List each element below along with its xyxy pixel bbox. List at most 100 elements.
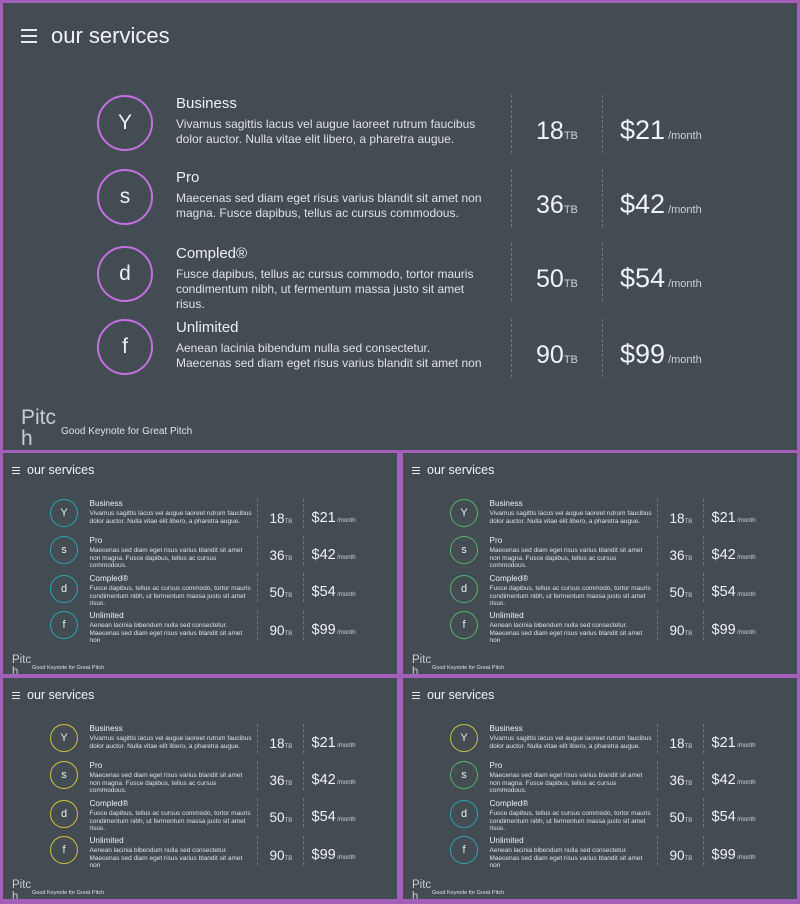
brand-line-1: Pitc: [21, 406, 57, 429]
service-icon-circle: d: [50, 799, 78, 828]
service-icon-circle: f: [97, 319, 153, 375]
service-description: Fusce dapibus, tellus ac cursus commodo,…: [89, 810, 251, 832]
storage-value: 18: [669, 511, 685, 526]
brand-line-2: h: [412, 665, 419, 674]
storage-amount: 18TB: [536, 117, 578, 146]
column-divider: [602, 169, 603, 227]
storage-unit: TB: [284, 593, 293, 599]
page-title: our services: [27, 463, 95, 477]
service-name: Pro: [489, 761, 503, 770]
storage-unit: TB: [284, 856, 293, 862]
storage-value: 18: [269, 736, 285, 751]
service-name: Unlimited: [89, 611, 124, 620]
service-row-unlimited: f Unlimited Aenean lacinia bibendum nulla …: [3, 319, 797, 381]
menu-icon[interactable]: [12, 691, 20, 699]
storage-amount: 90TB: [270, 847, 293, 865]
price-unit: /month: [737, 780, 756, 786]
price-unit: /month: [668, 204, 702, 216]
price-value: $54: [711, 584, 736, 600]
price-value: $42: [711, 547, 736, 563]
plan-price: $42/month: [312, 546, 356, 564]
price-unit: /month: [337, 592, 356, 598]
storage-amount: 18TB: [670, 735, 693, 753]
storage-value: 18: [536, 117, 564, 145]
plan-price: $54/month: [712, 808, 756, 826]
storage-unit: TB: [684, 818, 693, 824]
storage-amount: 18TB: [270, 510, 293, 528]
price-unit: /month: [337, 518, 356, 524]
service-description: Aenean lacinia bibendum nulla sed consec…: [489, 622, 643, 644]
storage-value: 36: [269, 548, 285, 563]
slide-header: our services: [12, 463, 94, 477]
storage-unit: TB: [684, 556, 693, 562]
storage-amount: 36TB: [270, 547, 293, 565]
price-unit: /month: [737, 855, 756, 861]
price-unit: /month: [337, 780, 356, 786]
plan-price: $99/month: [712, 846, 756, 864]
storage-value: 36: [669, 548, 685, 563]
menu-icon[interactable]: [412, 466, 420, 474]
menu-icon[interactable]: [12, 466, 20, 474]
storage-amount: 36TB: [670, 772, 693, 790]
service-name: Compled®: [489, 799, 529, 808]
price-value: $54: [620, 263, 666, 293]
storage-value: 90: [669, 623, 685, 638]
storage-amount: 50TB: [270, 809, 293, 827]
plan-price: $99/month: [712, 621, 756, 639]
storage-unit: TB: [684, 519, 693, 525]
tagline: Good Keynote for Great Pitch: [61, 426, 193, 437]
service-description: Maecenas sed diam eget risus varius blan…: [176, 191, 482, 220]
service-name: Compled®: [89, 574, 129, 583]
menu-icon[interactable]: [412, 691, 420, 699]
column-divider: [702, 798, 704, 827]
column-divider: [602, 243, 603, 301]
service-icon-circle: f: [450, 611, 478, 639]
column-divider: [702, 836, 704, 865]
slide-header: our services: [21, 23, 170, 49]
page-title: our services: [51, 23, 170, 48]
plan-price: $21/month: [312, 734, 356, 752]
service-row-unlimited: f Unlimited Aenean lacinia bibendum nulla …: [403, 836, 797, 869]
storage-unit: TB: [284, 519, 293, 525]
menu-icon[interactable]: [21, 29, 37, 43]
price-value: $21: [311, 735, 336, 751]
storage-amount: 50TB: [670, 809, 693, 827]
price-unit: /month: [737, 592, 756, 598]
plan-price: $99/month: [312, 846, 356, 864]
tagline: Good Keynote for Great Pitch: [432, 889, 505, 896]
brand-line-2: h: [412, 890, 419, 899]
price-value: $99: [620, 339, 666, 369]
service-description: Fusce dapibus, tellus ac cursus commodo,…: [489, 585, 651, 607]
price-unit: /month: [337, 817, 356, 823]
column-divider: [657, 536, 658, 565]
service-icon-circle: Y: [450, 499, 478, 527]
storage-unit: TB: [284, 818, 293, 824]
storage-unit: TB: [284, 556, 293, 562]
price-unit: /month: [737, 630, 756, 636]
brand-line-2: h: [12, 665, 19, 674]
column-divider: [657, 724, 658, 753]
service-row-unlimited: f Unlimited Aenean lacinia bibendum nulla …: [3, 611, 397, 644]
storage-unit: TB: [563, 278, 578, 290]
service-row-compled: d Compled® Fusce dapibus, tellus ac cursus…: [403, 573, 797, 607]
storage-unit: TB: [284, 781, 293, 787]
plan-price: $54/month: [312, 583, 356, 601]
brand-line-2: h: [12, 890, 19, 899]
column-divider: [657, 611, 658, 640]
storage-amount: 50TB: [270, 584, 293, 602]
storage-value: 18: [269, 511, 285, 526]
slide-header: our services: [12, 688, 94, 702]
plan-price: $54/month: [620, 263, 702, 294]
column-divider: [302, 798, 304, 827]
service-icon-circle: d: [450, 799, 478, 828]
price-unit: /month: [337, 630, 356, 636]
service-description: Maecenas sed diam eget risus varius blan…: [89, 772, 243, 794]
brand-line-1: Pitc: [12, 654, 32, 666]
storage-value: 90: [269, 623, 285, 638]
service-row-pro: s Pro Maecenas sed diam eget risus varius …: [403, 536, 797, 569]
plan-price: $21/month: [712, 509, 756, 527]
service-row-compled: d Compled® Fusce dapibus, tellus ac cursus…: [3, 798, 397, 832]
price-value: $42: [620, 189, 666, 219]
column-divider: [702, 499, 704, 528]
brand-line-1: Pitc: [412, 879, 432, 891]
